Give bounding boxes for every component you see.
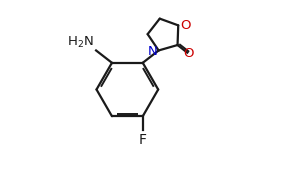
Text: F: F [139, 133, 147, 147]
Text: N: N [148, 45, 157, 58]
Text: H$_2$N: H$_2$N [67, 35, 94, 50]
Text: O: O [180, 19, 191, 32]
Text: O: O [184, 47, 194, 61]
